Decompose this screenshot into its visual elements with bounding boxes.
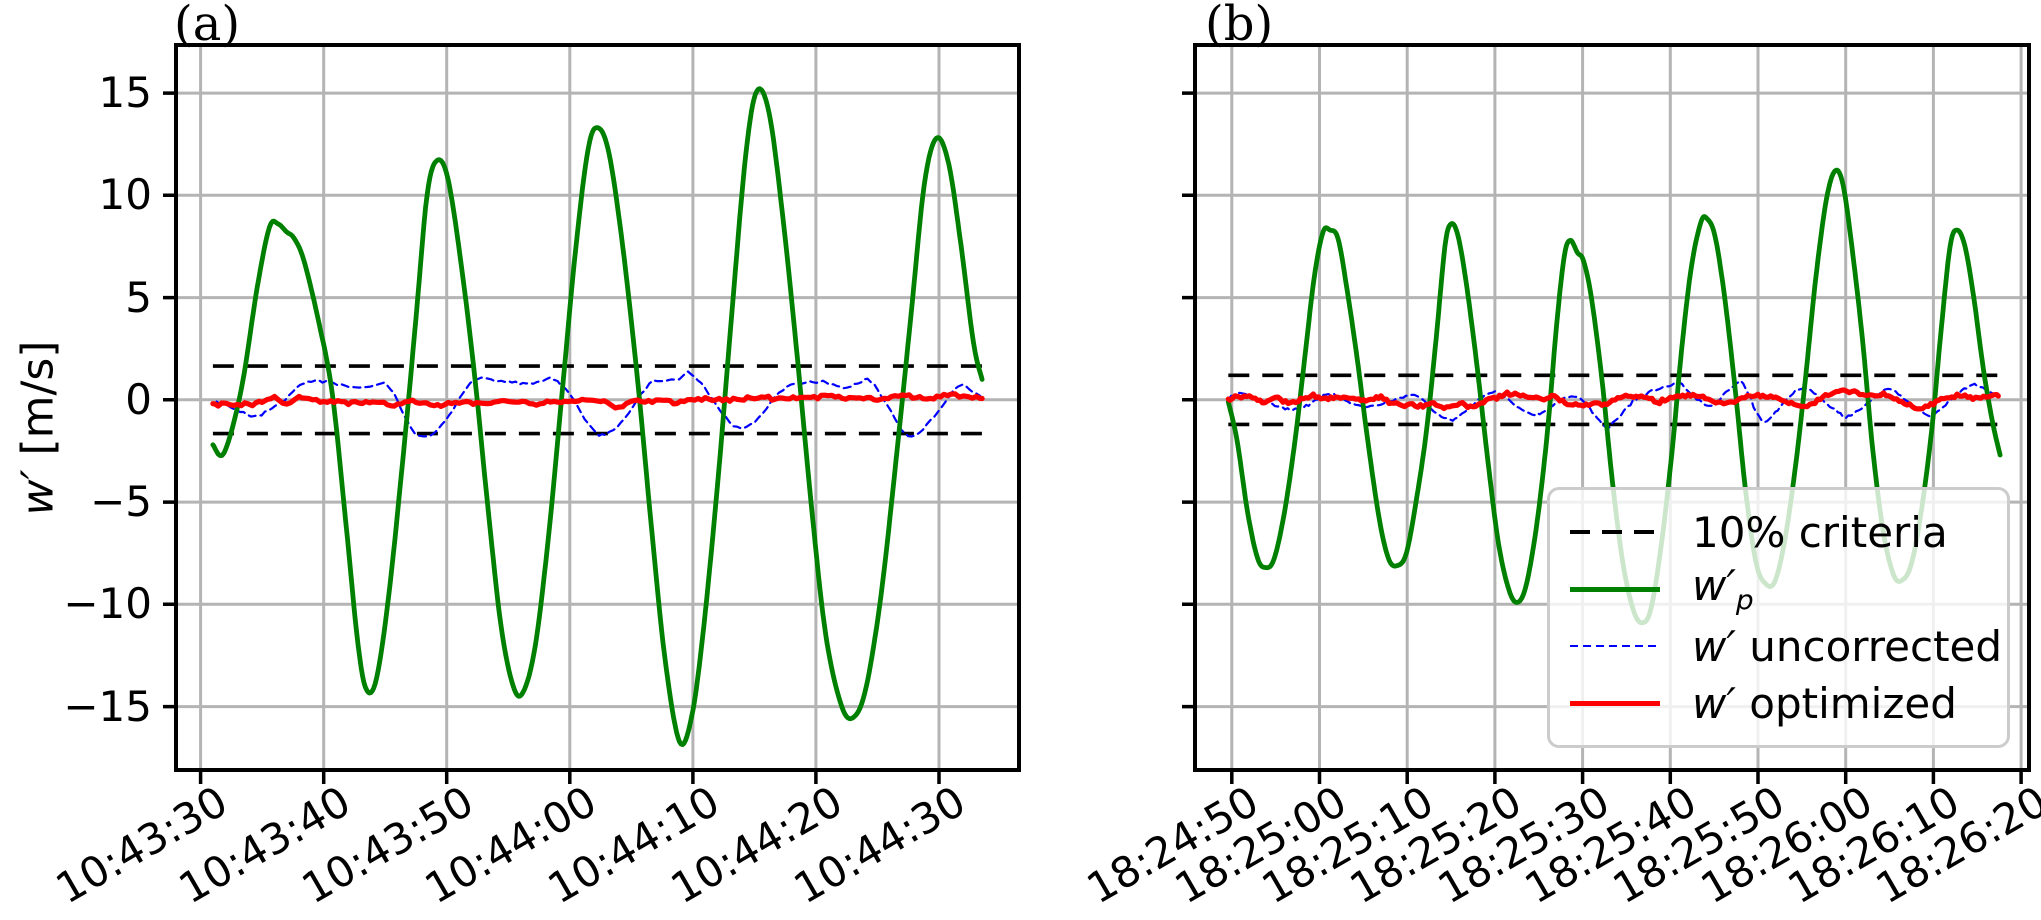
criteria-line-sample bbox=[1570, 529, 1660, 535]
y-tick-label: 5 bbox=[125, 272, 152, 322]
legend-item-uncorrected: w′ uncorrected bbox=[1570, 618, 2002, 674]
subplot-b bbox=[1182, 43, 2031, 784]
y-tick-label: −15 bbox=[63, 681, 152, 731]
y-tick-label: −5 bbox=[90, 477, 152, 527]
series-wp-a bbox=[210, 86, 985, 747]
legend-label-optimized: w′ optimized bbox=[1692, 678, 1957, 728]
series-optimized-a bbox=[210, 391, 985, 411]
legend-item-optimized: w′ optimized bbox=[1570, 675, 1987, 731]
subplot-a bbox=[163, 43, 1021, 784]
series-optimized-b bbox=[1225, 387, 2001, 412]
subplot-b-title: (b) bbox=[1205, 0, 1274, 52]
legend-item-wp: w′p bbox=[1570, 561, 1987, 617]
y-tick-label: 15 bbox=[98, 68, 152, 118]
optimized-line-sample bbox=[1570, 700, 1660, 706]
subplot-a-grid bbox=[176, 45, 1019, 770]
y-tick-label: 0 bbox=[125, 374, 152, 424]
legend-label-uncorrected: w′ uncorrected bbox=[1692, 621, 2003, 671]
subplot-b-tickmarks bbox=[1182, 91, 2023, 784]
subplot-a-frame bbox=[174, 43, 1021, 772]
series-uncorrected-a bbox=[215, 370, 984, 438]
legend-item-criteria: 10% criteria bbox=[1570, 504, 1987, 560]
legend-label-wp: w′p bbox=[1692, 561, 1754, 617]
legend-label-criteria: 10% criteria bbox=[1692, 507, 1948, 557]
subplot-a-tickmarks bbox=[163, 91, 941, 784]
subplot-b-frame bbox=[1193, 43, 2031, 772]
uncorrected-line-sample bbox=[1570, 644, 1660, 648]
wp-line-sample bbox=[1570, 586, 1660, 592]
y-tick-label: −10 bbox=[63, 579, 152, 629]
legend: 10% criteria w′p w′ uncorrected w′ optim… bbox=[1547, 487, 2010, 748]
subplot-a-title: (a) bbox=[174, 0, 241, 52]
subplot-a-series bbox=[210, 86, 985, 747]
y-tick-label: 10 bbox=[98, 170, 152, 220]
series-uncorrected-b bbox=[1228, 379, 2000, 430]
